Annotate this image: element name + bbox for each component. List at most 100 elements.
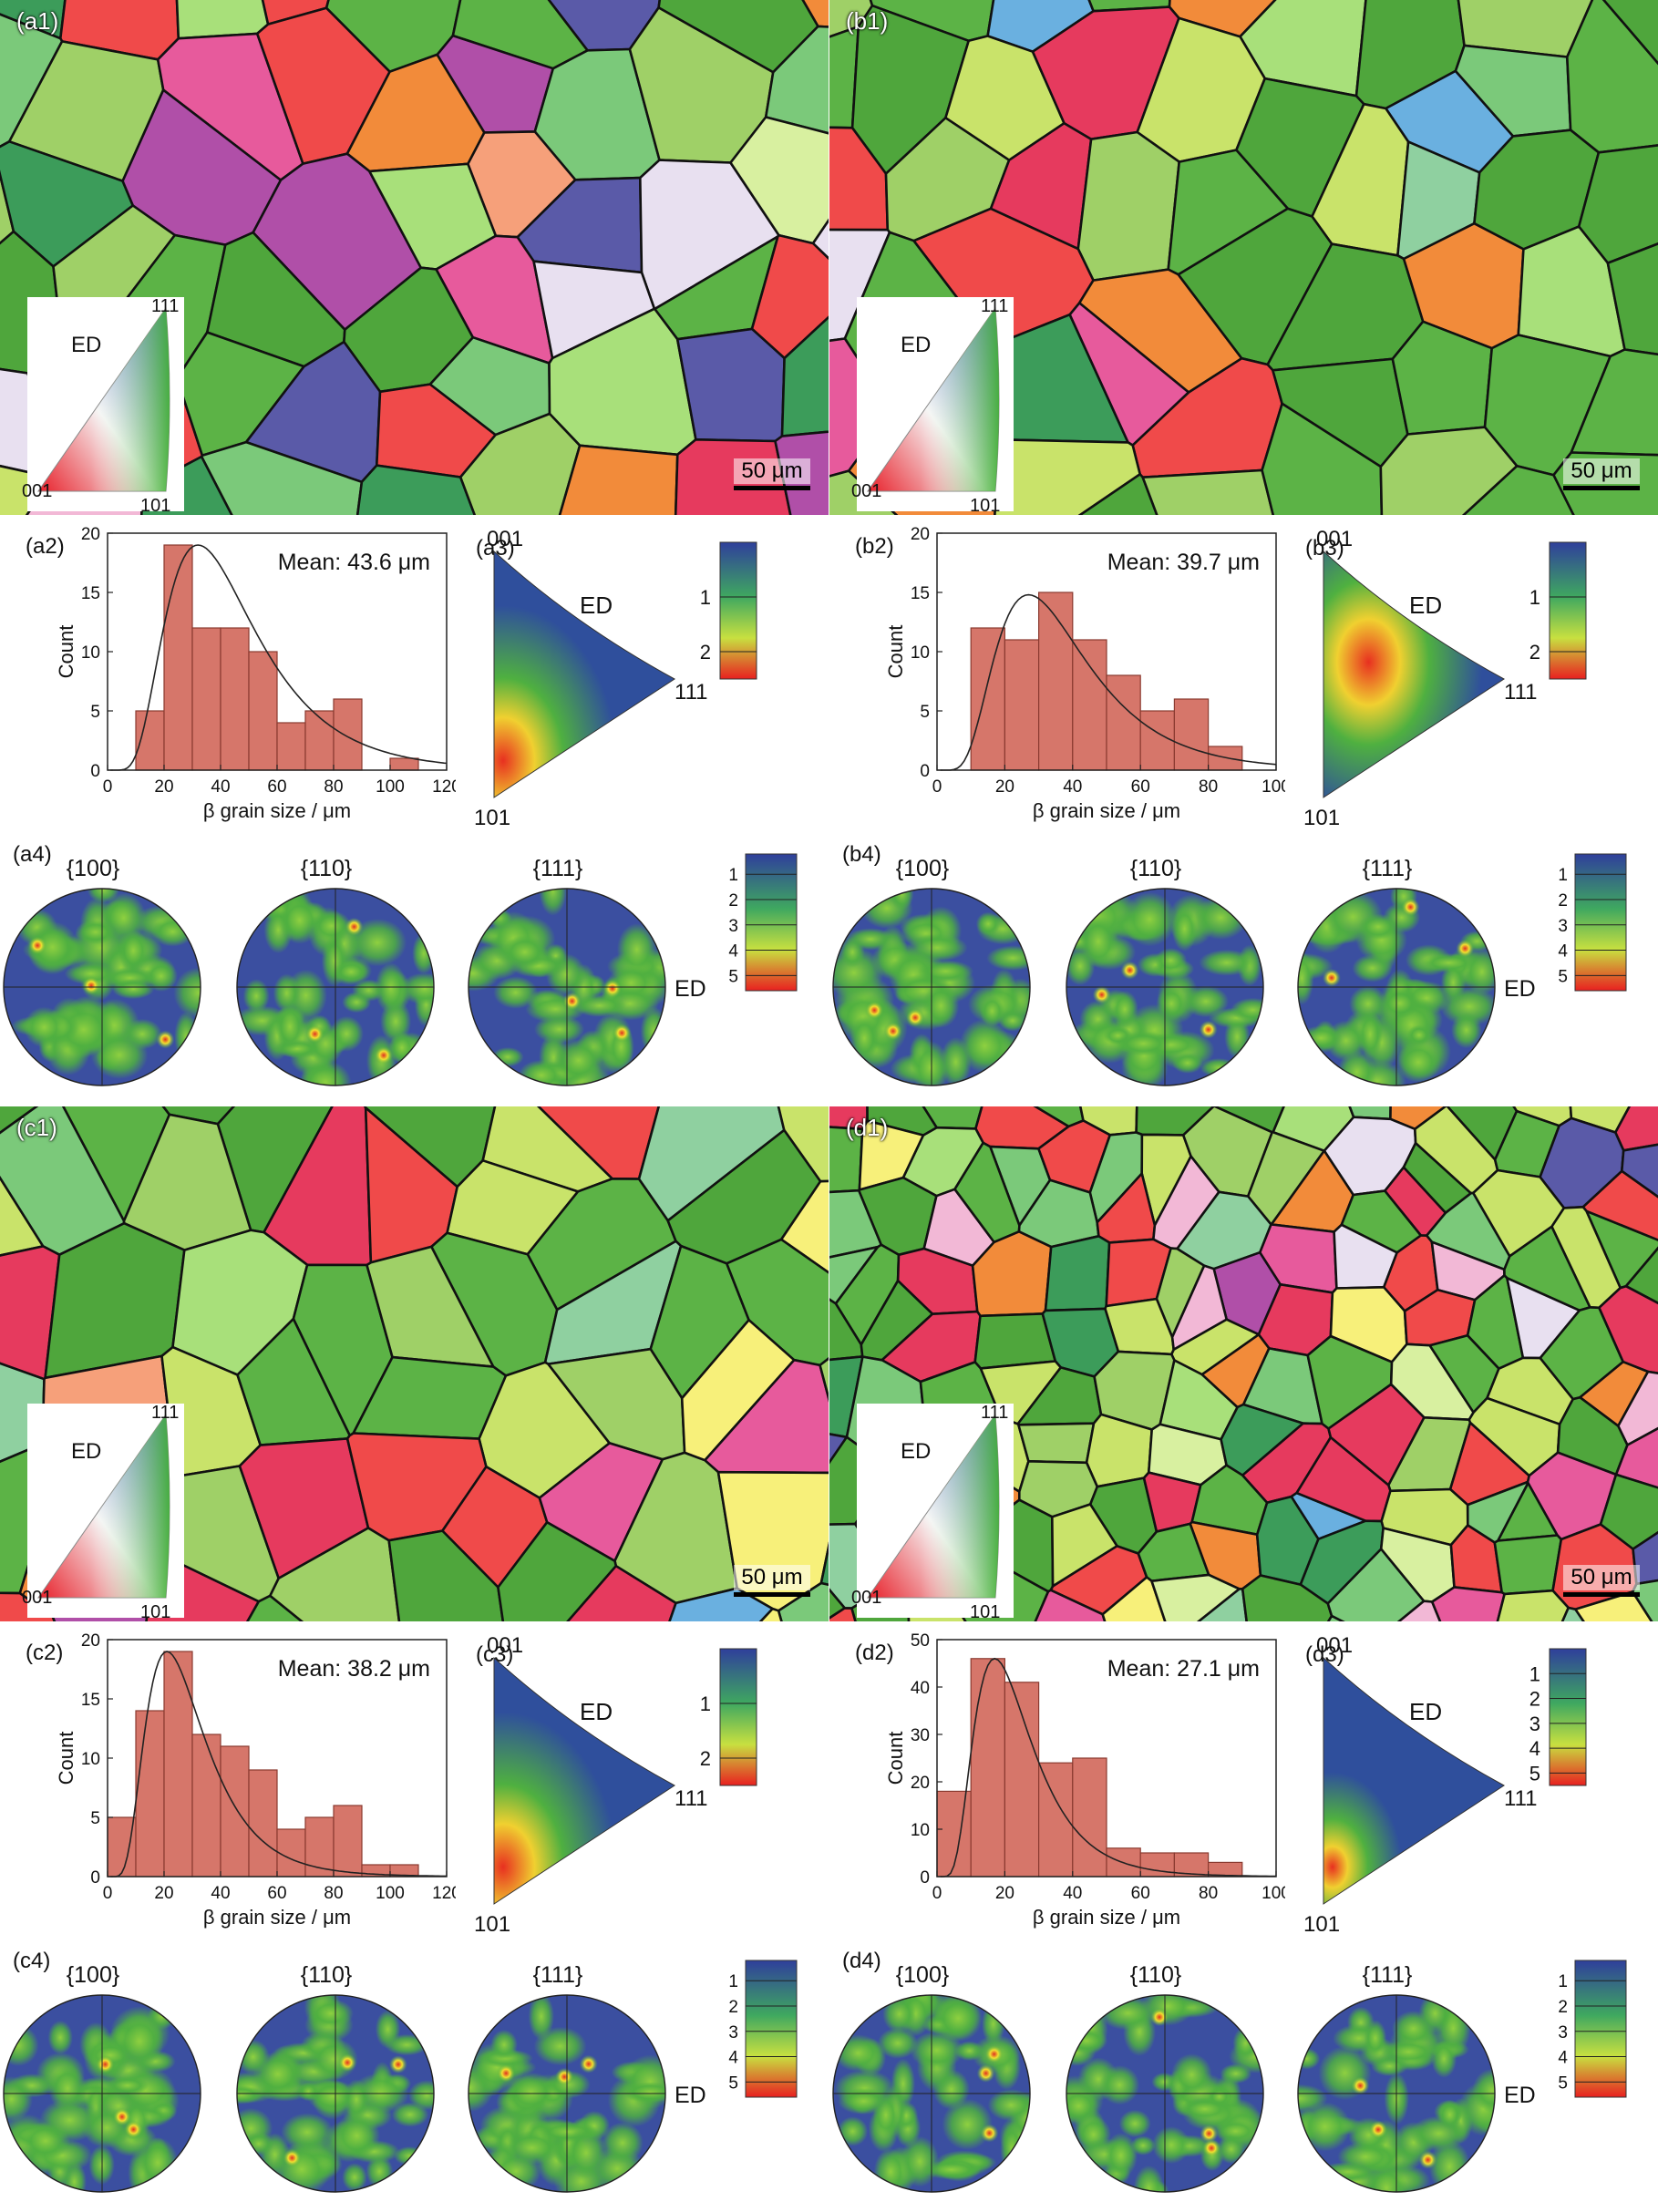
grain [1493, 1534, 1563, 1596]
ipf-color-key: ED 001 101 111 [851, 1403, 1014, 1621]
histogram-bar [276, 1828, 306, 1878]
grain [780, 315, 829, 437]
intensity-blob [24, 1006, 66, 1048]
histogram-bar [1004, 639, 1040, 771]
pf-legend-tick: 5 [728, 967, 738, 986]
ipf-101-label: 101 [474, 1912, 510, 1937]
scale-bar: 50 μm [1563, 458, 1640, 490]
intensity-blob [1299, 2102, 1351, 2152]
x-tick-label: 40 [1063, 777, 1082, 797]
ebsd-orientation-map: ED 001 101 111 [0, 0, 829, 515]
intensity-blob [64, 962, 118, 985]
ipf-intensity-legend [719, 541, 757, 680]
pf-legend-tick: 5 [1558, 967, 1568, 986]
pole-figure [1066, 1994, 1264, 2193]
ipf-legend-tick: 1 [700, 586, 711, 609]
histogram-bar [1038, 592, 1074, 771]
x-tick-label: 0 [932, 1884, 942, 1903]
pf-title: {110} [1130, 1962, 1182, 1988]
histogram-bar [276, 722, 306, 771]
scale-bar: 50 μm [734, 458, 810, 490]
grain [1379, 426, 1519, 515]
ipf-111-label: 111 [675, 680, 707, 705]
grain-size-histogram: (b2) 0 20 40 60 80 100 0 5 10 15 20 β grain size / μ… [855, 525, 1285, 822]
intensity-peak [1150, 2008, 1169, 2027]
scale-bar-label: 50 μm [1563, 1565, 1640, 1590]
intensity-blob [1337, 1050, 1376, 1085]
pf-panel-label: (d4) [842, 1949, 881, 1973]
intensity-blob [278, 896, 321, 944]
pf-legend-tick: 3 [1558, 2023, 1568, 2042]
intensity-blob [528, 1995, 554, 2041]
grain [1621, 1143, 1658, 1199]
y-tick-label: 20 [911, 525, 930, 544]
ipf-001-label: 001 [1316, 1633, 1353, 1658]
ipf-111-label: 111 [675, 1786, 707, 1811]
mean-annotation: Mean: 43.6 μm [278, 550, 430, 575]
intensity-peak [1418, 2150, 1437, 2169]
map-label: (d1) [846, 1114, 889, 1141]
pole-figure [1297, 1994, 1496, 2193]
intensity-blob [616, 923, 657, 976]
intensity-blob [1451, 1012, 1482, 1049]
intensity-peak [1120, 961, 1139, 980]
scale-bar-line [734, 486, 810, 490]
y-tick-label: 20 [911, 1774, 930, 1793]
x-tick-label: 100 [1262, 777, 1285, 797]
intensity-blob [1172, 1052, 1203, 1074]
plot-frame [936, 1639, 1277, 1878]
x-tick-label: 80 [324, 777, 343, 797]
intensity-blob [1099, 2064, 1140, 2105]
intensity-blob [4, 2076, 33, 2123]
x-tick-label: 0 [103, 777, 113, 797]
intensity-peak [82, 976, 101, 995]
grain [764, 25, 829, 135]
key-ed-label: ED [901, 1439, 931, 1464]
ipf-ed-label: ED [1409, 592, 1442, 619]
grain [973, 1312, 1057, 1370]
intensity-blob [90, 1031, 149, 1079]
pf-title: {111} [1363, 856, 1413, 881]
histogram-bar [1139, 710, 1176, 771]
histogram-bar [248, 651, 278, 771]
intensity-blob [237, 2085, 263, 2104]
hist-panel-label: (c2) [26, 1641, 63, 1665]
grain [758, 1607, 783, 1621]
intensity-blob [942, 2098, 993, 2150]
y-tick-label: 40 [911, 1679, 930, 1698]
pf-legend-tick: 1 [1558, 866, 1568, 885]
ipf-legend-tick: 1 [700, 1692, 711, 1715]
y-tick-label: 0 [90, 1868, 100, 1888]
mean-annotation: Mean: 27.1 μm [1107, 1656, 1260, 1682]
pf-panel-label: (b4) [842, 842, 881, 867]
pf-title: {111} [1363, 1962, 1413, 1988]
ipf-legend-tick: 1 [1529, 586, 1540, 609]
intensity-peak [96, 2055, 115, 2074]
intensity-blob [839, 936, 865, 968]
intensity-blob [1200, 1058, 1238, 1077]
intensity-blob [237, 2039, 270, 2075]
intensity-blob [572, 993, 626, 1017]
intensity-peak [305, 1024, 324, 1044]
pf-legend-tick: 3 [728, 917, 738, 936]
intensity-peak [579, 2054, 598, 2073]
x-tick-label: 40 [211, 777, 230, 797]
pole-figure [832, 888, 1031, 1086]
key-101-label: 101 [140, 1602, 170, 1621]
intensity-blob [1365, 2165, 1407, 2192]
intensity-blob [87, 889, 119, 903]
y-tick-label: 5 [920, 703, 930, 722]
pole-figure [3, 1994, 201, 2193]
pf-legend-tick: 3 [1558, 917, 1568, 936]
intensity-blob [565, 2126, 607, 2179]
intensity-blob [173, 967, 201, 1019]
pf-legend-tick: 4 [1558, 2049, 1568, 2068]
intensity-blob [1154, 948, 1188, 973]
histogram-bar [220, 627, 250, 771]
pf-title: {111} [533, 1962, 583, 1988]
histogram-bar [389, 757, 419, 771]
key-111-label: 111 [981, 296, 1008, 316]
intensity-blob [243, 2132, 274, 2156]
grain [1396, 1600, 1442, 1621]
hist-panel-label: (a2) [26, 534, 65, 559]
